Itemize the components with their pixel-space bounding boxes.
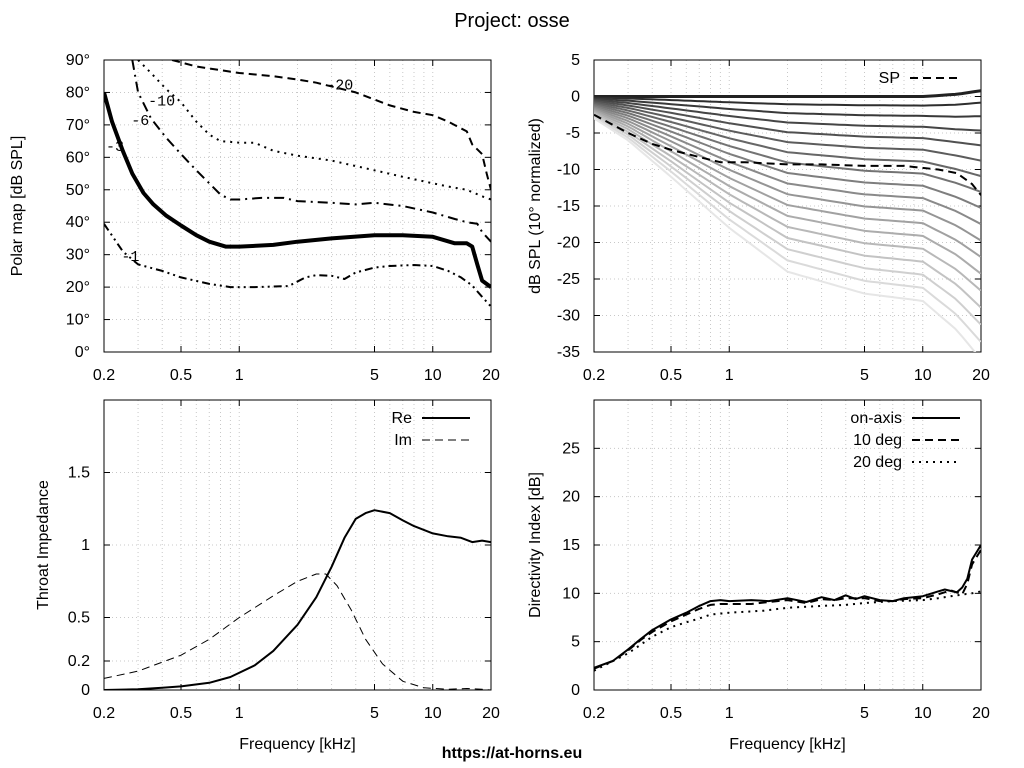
y-tick-label: 50° — [66, 182, 90, 199]
x-tick-label: 10 — [914, 367, 932, 384]
x-tick-label: 1 — [725, 367, 734, 384]
x-tick-label: 0.2 — [93, 705, 115, 722]
legend-impedance: Re Im — [392, 410, 470, 449]
x-tick-label: 1 — [235, 705, 244, 722]
x-tick-label: 1 — [725, 705, 734, 722]
y-tick-label: 0 — [571, 89, 580, 106]
figure-title: Project: osse — [454, 10, 570, 32]
y-axis-label: dB SPL (10° normalized) — [527, 118, 544, 294]
x-tick-label: 0.2 — [583, 705, 605, 722]
y-tick-label: 15 — [562, 537, 580, 554]
contour-label: -10 — [148, 94, 175, 111]
x-axis-label: Frequency [kHz] — [239, 736, 355, 753]
footer-url[interactable]: https://at-horns.eu — [442, 745, 582, 762]
y-tick-label: 5 — [571, 634, 580, 651]
y-tick-label: 20 — [562, 489, 580, 506]
x-tick-label: 20 — [482, 367, 500, 384]
x-tick-label: 20 — [482, 705, 500, 722]
grid-directivity — [594, 400, 981, 690]
y-tick-label: 0 — [81, 682, 90, 699]
legend-label: 20 deg — [853, 454, 902, 471]
x-tick-label: 5 — [370, 367, 379, 384]
contour-label: -6 — [131, 113, 149, 130]
y-tick-label: 0.5 — [68, 610, 90, 627]
y-tick-label: -5 — [566, 125, 580, 142]
x-tick-label: 1 — [235, 367, 244, 384]
y-axis-label: Throat Impedance — [35, 480, 52, 610]
x-tick-label: 5 — [860, 367, 869, 384]
y-tick-label: 5 — [571, 52, 580, 69]
plot-area-directivity — [594, 545, 981, 671]
y-tick-label: 1.5 — [68, 465, 90, 482]
y-tick-label: 40° — [66, 214, 90, 231]
y-tick-label: 90° — [66, 52, 90, 69]
chart-polar: 0.2 0.5 1 5 10 20 0° 10° 20° 30° 40° 50° 60° 70° 80° 90… — [9, 52, 500, 384]
x-tick-label: 0.5 — [660, 705, 682, 722]
x-tick-label: 20 — [972, 705, 990, 722]
y-tick-label: 1 — [81, 537, 90, 554]
y-tick-label: -15 — [557, 198, 580, 215]
x-tick-label: 5 — [860, 705, 869, 722]
contour-label: -1 — [121, 249, 139, 266]
y-tick-label: 20° — [66, 279, 90, 296]
x-tick-label: 0.5 — [660, 367, 682, 384]
y-tick-label: 0 — [571, 682, 580, 699]
series-polar-6 — [132, 60, 491, 242]
legend-label: SP — [879, 70, 900, 87]
y-axis-label: Directivity Index [dB] — [527, 472, 544, 618]
legend-label: 10 deg — [853, 432, 902, 449]
x-tick-label: 0.5 — [170, 367, 192, 384]
x-tick-label: 0.5 — [170, 705, 192, 722]
series-directivity-10-deg — [594, 550, 981, 669]
x-tick-label: 0.2 — [93, 367, 115, 384]
figure: Project: osse https://at-horns.eu 0.2 0.5… — [0, 0, 1024, 768]
chart-directivity: 0.2 0.5 1 5 10 200510152025Directivity Index … — [527, 400, 990, 753]
y-tick-label: -10 — [557, 162, 580, 179]
y-tick-label: 30° — [66, 247, 90, 264]
y-tick-label: -30 — [557, 308, 580, 325]
y-tick-label: 0° — [75, 344, 90, 361]
y-tick-label: 10° — [66, 312, 90, 329]
y-tick-label: 70° — [66, 117, 90, 134]
legend-directivity: on-axis 10 deg 20 deg — [850, 410, 960, 471]
x-tick-label: 10 — [424, 367, 442, 384]
grid-impedance — [104, 400, 491, 690]
y-axis-label: Polar map [dB SPL] — [9, 136, 26, 277]
y-tick-label: -25 — [557, 271, 580, 288]
series-polar-10 — [138, 60, 491, 200]
y-tick-label: 80° — [66, 84, 90, 101]
series-directivity-on-axis — [594, 545, 981, 668]
legend-label: on-axis — [850, 410, 902, 427]
figure-canvas: Project: osse https://at-horns.eu 0.2 0.5… — [0, 0, 1024, 768]
contour-label: -3 — [106, 139, 124, 156]
legend-label: Im — [394, 432, 412, 449]
y-tick-label: -35 — [557, 344, 580, 361]
chart-spl: 0.2 0.5 1 5 10 20 5 0 -5 -10 -15 -20 -25 -30 -35 dB SPL… — [527, 52, 990, 384]
y-tick-label: 25 — [562, 440, 580, 457]
x-axis-label: Frequency [kHz] — [729, 736, 845, 753]
y-tick-label: 0.2 — [68, 653, 90, 670]
x-tick-label: 10 — [914, 705, 932, 722]
x-tick-label: 5 — [370, 705, 379, 722]
y-tick-label: -20 — [557, 235, 580, 252]
contour-label: -20 — [326, 77, 353, 94]
spl-angle-curve — [594, 91, 981, 97]
x-tick-label: 10 — [424, 705, 442, 722]
legend-spl: SP — [879, 70, 958, 87]
y-tick-label: 60° — [66, 149, 90, 166]
x-tick-label: 0.2 — [583, 367, 605, 384]
legend-label: Re — [392, 410, 413, 427]
x-tick-label: 20 — [972, 367, 990, 384]
y-tick-label: 10 — [562, 585, 580, 602]
